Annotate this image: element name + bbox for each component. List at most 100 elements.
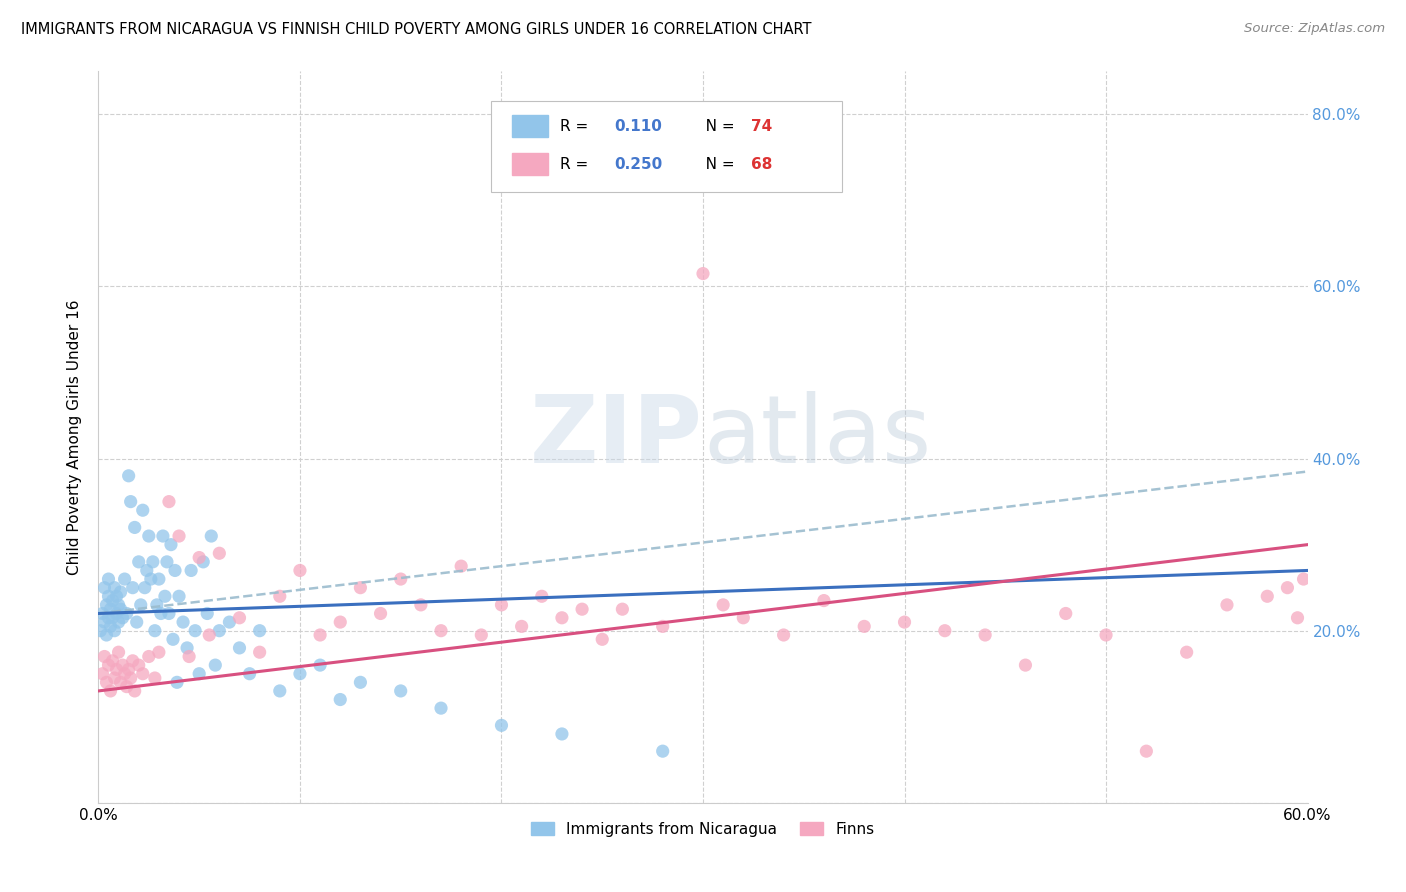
Point xyxy=(180,564,202,578)
Point xyxy=(101,611,124,625)
Text: R =: R = xyxy=(561,157,599,172)
Point xyxy=(934,624,956,638)
Point xyxy=(103,581,125,595)
Point xyxy=(193,555,215,569)
Point xyxy=(101,654,124,668)
Point xyxy=(208,624,231,638)
Point xyxy=(115,680,138,694)
Point xyxy=(114,572,136,586)
Point xyxy=(349,675,371,690)
Point xyxy=(551,727,574,741)
Point xyxy=(100,619,122,633)
Point xyxy=(128,555,150,569)
Point xyxy=(132,666,155,681)
Text: atlas: atlas xyxy=(703,391,931,483)
Point xyxy=(132,503,155,517)
Point xyxy=(167,589,190,603)
Point xyxy=(195,607,218,621)
Point xyxy=(288,564,311,578)
Point xyxy=(651,619,673,633)
Point xyxy=(1277,581,1299,595)
Point xyxy=(1014,658,1036,673)
Text: Source: ZipAtlas.com: Source: ZipAtlas.com xyxy=(1244,22,1385,36)
Point xyxy=(269,684,291,698)
Point xyxy=(329,692,352,706)
Point xyxy=(200,529,222,543)
Point xyxy=(135,564,157,578)
Point xyxy=(96,628,118,642)
Bar xyxy=(512,153,548,175)
Point xyxy=(91,666,114,681)
Point xyxy=(188,666,211,681)
Point xyxy=(166,675,188,690)
Point xyxy=(772,628,794,642)
Point xyxy=(157,494,180,508)
Point xyxy=(125,615,148,629)
Point xyxy=(96,598,118,612)
Point xyxy=(111,611,134,625)
Point xyxy=(105,662,128,676)
Point xyxy=(107,645,129,659)
Point xyxy=(853,619,876,633)
Point xyxy=(162,632,184,647)
Point xyxy=(152,529,174,543)
Point xyxy=(97,658,120,673)
Point xyxy=(1256,589,1278,603)
Point xyxy=(198,628,221,642)
Point xyxy=(121,654,143,668)
Point xyxy=(97,589,120,603)
Point xyxy=(160,538,183,552)
Point xyxy=(218,615,240,629)
Point xyxy=(491,718,513,732)
Point xyxy=(1292,572,1315,586)
Point xyxy=(124,520,146,534)
Point xyxy=(153,589,176,603)
FancyBboxPatch shape xyxy=(492,101,842,192)
Point xyxy=(103,671,125,685)
Point xyxy=(138,529,160,543)
Point xyxy=(97,572,120,586)
Point xyxy=(107,598,129,612)
Point xyxy=(510,619,533,633)
Text: 0.110: 0.110 xyxy=(614,119,662,134)
Point xyxy=(239,666,262,681)
Point xyxy=(309,658,332,673)
Point xyxy=(228,611,250,625)
Point xyxy=(111,658,134,673)
Point xyxy=(1175,645,1198,659)
Point xyxy=(110,585,132,599)
Legend: Immigrants from Nicaragua, Finns: Immigrants from Nicaragua, Finns xyxy=(526,815,880,843)
Text: 0.250: 0.250 xyxy=(614,157,664,172)
Text: ZIP: ZIP xyxy=(530,391,703,483)
Point xyxy=(103,624,125,638)
Point xyxy=(1054,607,1077,621)
Point xyxy=(101,593,124,607)
Point xyxy=(142,555,165,569)
Point xyxy=(110,602,132,616)
Point xyxy=(105,589,128,603)
Point xyxy=(89,624,111,638)
Bar xyxy=(512,115,548,137)
Point xyxy=(430,624,453,638)
Point xyxy=(692,267,714,281)
Point xyxy=(134,581,156,595)
Point xyxy=(208,546,231,560)
Point xyxy=(146,598,169,612)
Point xyxy=(167,529,190,543)
Point xyxy=(409,598,432,612)
Point xyxy=(143,671,166,685)
Point xyxy=(149,607,172,621)
Point xyxy=(96,675,118,690)
Point xyxy=(124,684,146,698)
Point xyxy=(93,615,115,629)
Point xyxy=(470,628,492,642)
Point xyxy=(110,675,132,690)
Text: 74: 74 xyxy=(751,119,773,134)
Point xyxy=(107,615,129,629)
Point xyxy=(269,589,291,603)
Point xyxy=(105,607,128,621)
Point xyxy=(118,662,141,676)
Point xyxy=(370,607,392,621)
Point xyxy=(97,611,120,625)
Point xyxy=(204,658,226,673)
